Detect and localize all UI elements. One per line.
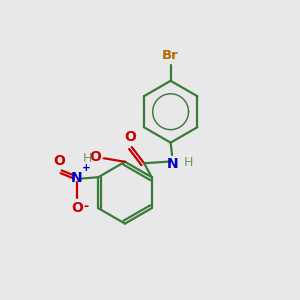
Text: H: H bbox=[183, 157, 193, 169]
Text: O: O bbox=[124, 130, 136, 144]
Text: -: - bbox=[83, 200, 88, 213]
Text: H: H bbox=[83, 152, 92, 165]
Text: N: N bbox=[166, 157, 178, 171]
Text: O: O bbox=[89, 150, 101, 164]
Text: N: N bbox=[71, 171, 83, 185]
Text: +: + bbox=[82, 164, 91, 173]
Text: Br: Br bbox=[162, 49, 179, 62]
Text: O: O bbox=[53, 154, 65, 167]
Text: O: O bbox=[71, 201, 83, 215]
